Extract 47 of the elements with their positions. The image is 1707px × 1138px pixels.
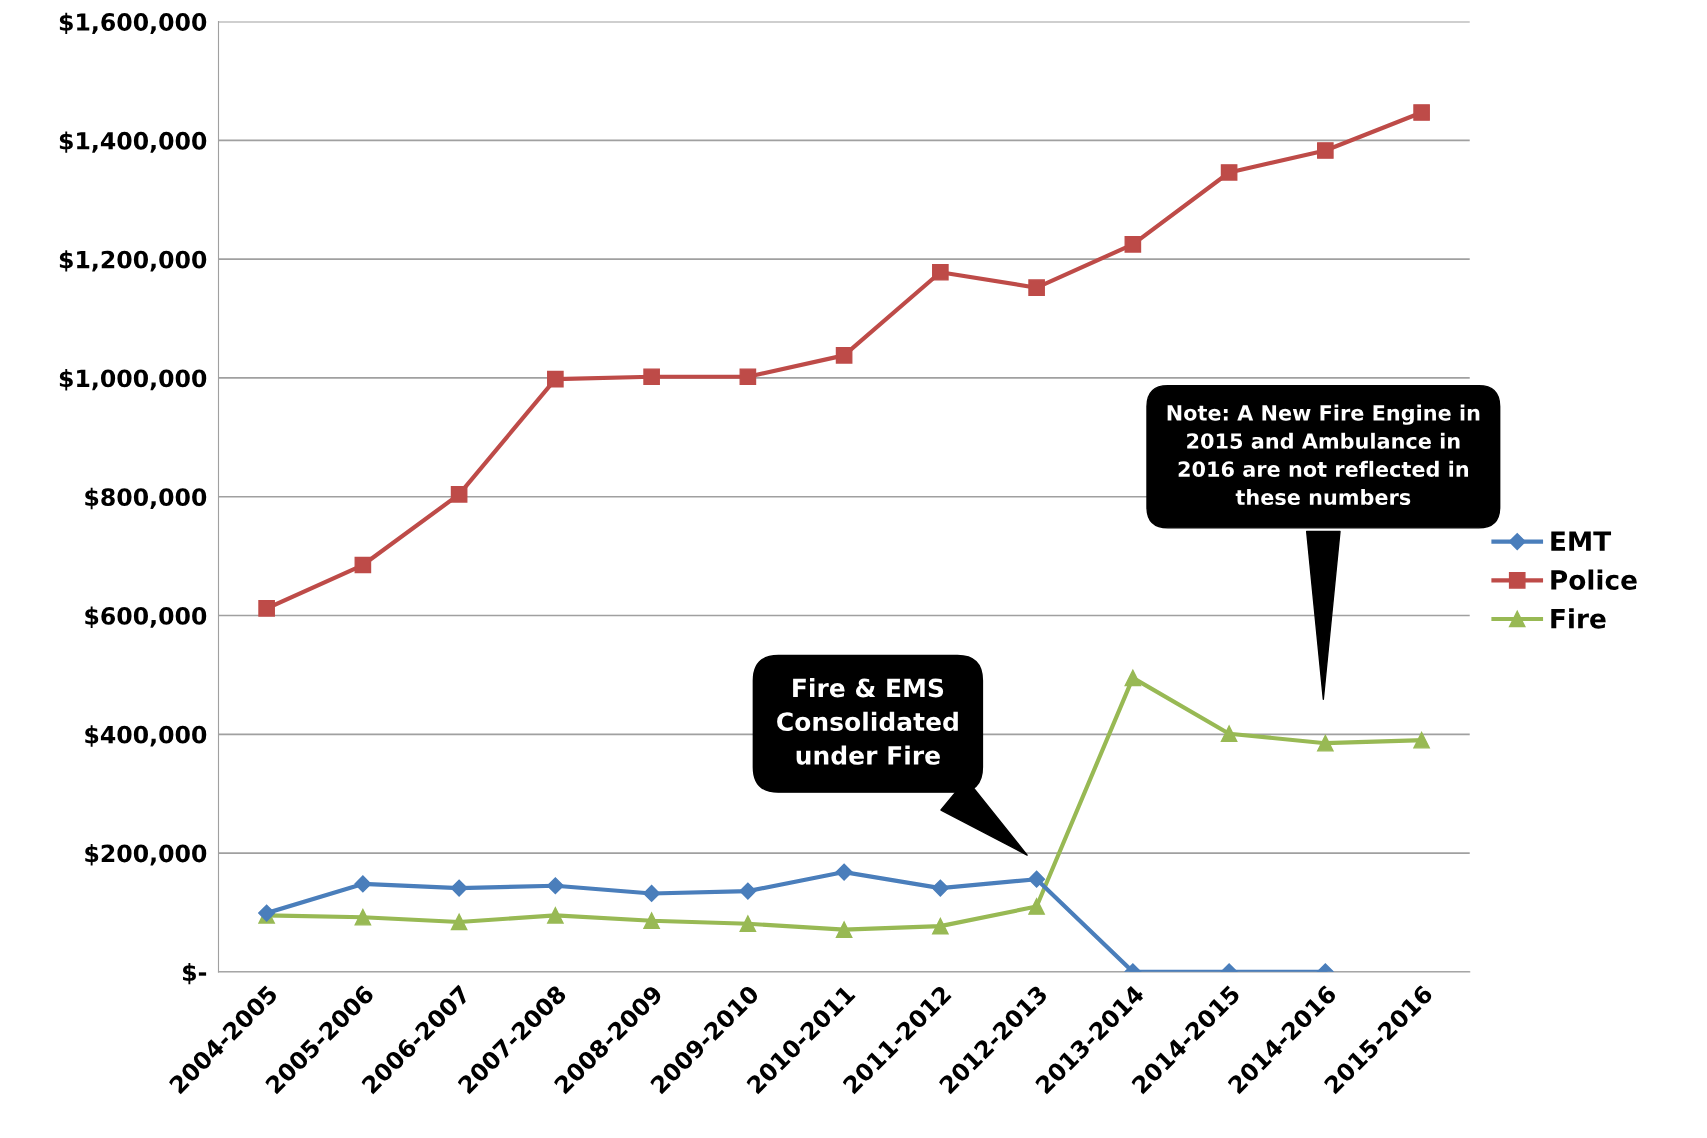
point bbox=[354, 908, 372, 926]
y-tick-label: $200,000 bbox=[85, 844, 207, 866]
y-tick-label: $600,000 bbox=[85, 606, 207, 628]
point bbox=[546, 877, 564, 895]
point bbox=[739, 882, 757, 900]
point bbox=[1220, 164, 1238, 181]
point bbox=[739, 915, 757, 933]
point bbox=[450, 486, 468, 503]
point bbox=[643, 368, 660, 386]
annotation: Note: A New Fire Engine in 2015 and Ambulance in 2016 are not reflected in these numbers bbox=[1167, 404, 1480, 506]
point bbox=[1413, 104, 1430, 121]
point bbox=[354, 556, 372, 574]
y-tick-label: $1,400,000 bbox=[59, 131, 207, 153]
legend-label: EMT bbox=[1551, 531, 1612, 551]
point bbox=[932, 263, 949, 281]
point bbox=[739, 368, 757, 386]
legend-label: Police bbox=[1551, 569, 1637, 590]
point bbox=[835, 921, 853, 939]
point bbox=[450, 879, 468, 897]
y-tick-label: $1,000,000 bbox=[59, 368, 207, 391]
point bbox=[354, 875, 372, 893]
point bbox=[450, 913, 468, 931]
point bbox=[1124, 669, 1142, 687]
point bbox=[835, 863, 853, 881]
point bbox=[1124, 235, 1142, 253]
point bbox=[643, 884, 661, 903]
y-tick-label: $1,200,000 bbox=[59, 250, 207, 272]
annotation: Fire & EMS Consolidated under Fire bbox=[777, 678, 958, 765]
point bbox=[1028, 279, 1045, 297]
point bbox=[931, 879, 949, 897]
y-tick-label: $400,000 bbox=[85, 725, 207, 747]
point bbox=[547, 907, 564, 924]
point bbox=[1317, 734, 1334, 752]
y-tick-label: $800,000 bbox=[85, 487, 207, 510]
point bbox=[835, 347, 853, 364]
point bbox=[932, 917, 949, 935]
y-tick-label: $- bbox=[183, 962, 207, 985]
point bbox=[547, 370, 564, 388]
point bbox=[258, 600, 275, 617]
y-tick-label: $1,600,000 bbox=[59, 12, 207, 35]
point bbox=[1028, 870, 1046, 888]
point bbox=[1317, 142, 1334, 159]
point bbox=[1413, 731, 1430, 749]
point bbox=[1028, 898, 1045, 915]
point bbox=[1220, 725, 1238, 743]
legend-label: Fire bbox=[1551, 608, 1606, 629]
point bbox=[643, 912, 660, 930]
